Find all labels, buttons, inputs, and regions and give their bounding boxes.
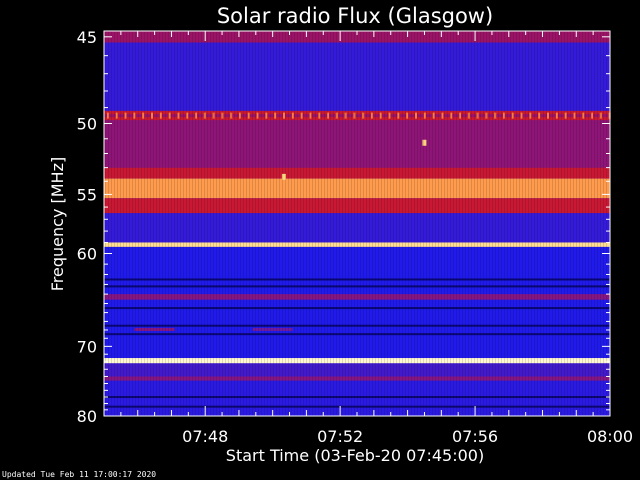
plot-area — [104, 31, 611, 416]
y-tick-label-4: 70 — [77, 337, 97, 356]
x-tick-label-1: 07:52 — [317, 427, 363, 446]
y-axis-label: Frequency [MHz] — [48, 157, 67, 291]
y-tick-label-0: 45 — [77, 28, 97, 47]
y-tick-label-3: 60 — [77, 244, 97, 263]
updated-timestamp: Updated Tue Feb 11 17:00:17 2020 — [2, 470, 156, 479]
x-tick-label-2: 07:56 — [452, 427, 498, 446]
x-tick-label-0: 07:48 — [182, 427, 228, 446]
time-texture — [104, 31, 610, 416]
chart-title: Solar radio Flux (Glasgow) — [217, 4, 493, 28]
x-tick-label-3: 08:00 — [587, 427, 633, 446]
y-tick-label-5: 80 — [77, 407, 97, 426]
x-axis-label: Start Time (03-Feb-20 07:45:00) — [226, 446, 484, 465]
y-tick-label-1: 50 — [77, 114, 97, 133]
y-tick-label-2: 55 — [77, 185, 97, 204]
axes: 45 50 55 60 70 80 07:48 07:52 07:56 08:00 — [77, 28, 633, 446]
